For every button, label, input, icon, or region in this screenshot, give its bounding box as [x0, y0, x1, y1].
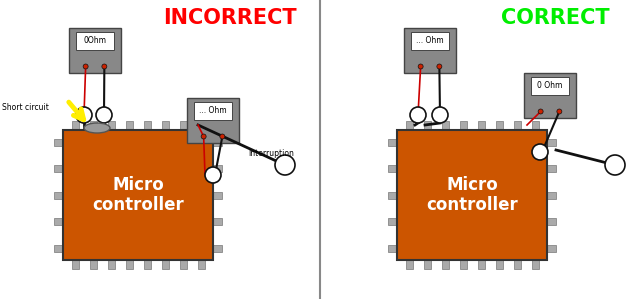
Bar	[54, 245, 63, 251]
Bar	[406, 260, 413, 269]
Bar	[424, 260, 431, 269]
Bar	[478, 121, 485, 130]
Ellipse shape	[84, 123, 110, 133]
Bar	[547, 191, 556, 199]
Bar	[126, 121, 133, 130]
Bar	[412, 31, 449, 51]
Bar	[424, 121, 431, 130]
Bar	[547, 138, 556, 146]
Bar	[531, 121, 538, 130]
Bar	[162, 260, 169, 269]
Bar	[213, 191, 222, 199]
Circle shape	[220, 134, 225, 139]
Circle shape	[410, 107, 426, 123]
Bar	[495, 260, 503, 269]
Circle shape	[538, 109, 543, 114]
Bar	[90, 260, 97, 269]
Circle shape	[96, 107, 112, 123]
Circle shape	[201, 134, 206, 139]
Bar	[54, 138, 63, 146]
Bar	[460, 121, 467, 130]
Bar	[126, 260, 133, 269]
Text: 0 Ohm: 0 Ohm	[537, 81, 563, 91]
Bar	[69, 28, 121, 72]
Text: ... Ohm: ... Ohm	[416, 36, 444, 45]
Bar	[478, 260, 485, 269]
Circle shape	[418, 64, 423, 69]
Bar	[495, 121, 503, 130]
Text: Micro
controller: Micro controller	[92, 176, 184, 214]
Bar	[76, 31, 113, 51]
Circle shape	[102, 64, 107, 69]
Text: INCORRECT: INCORRECT	[163, 8, 297, 28]
Text: CORRECT: CORRECT	[501, 8, 610, 28]
Bar	[194, 101, 231, 120]
Bar	[547, 165, 556, 172]
Circle shape	[437, 64, 442, 69]
Bar	[108, 121, 115, 130]
Circle shape	[275, 155, 295, 175]
Bar	[388, 245, 397, 251]
Bar	[460, 260, 467, 269]
Circle shape	[205, 167, 221, 183]
Bar	[213, 245, 222, 251]
Bar	[406, 121, 413, 130]
Bar	[213, 165, 222, 172]
Bar	[388, 165, 397, 172]
Text: Interruption: Interruption	[248, 150, 294, 158]
Circle shape	[605, 155, 625, 175]
Circle shape	[432, 107, 448, 123]
Bar	[72, 260, 78, 269]
Bar	[144, 260, 151, 269]
Bar	[197, 121, 204, 130]
Text: 0Ohm: 0Ohm	[83, 36, 106, 45]
Bar	[72, 121, 78, 130]
Bar	[187, 97, 239, 143]
Bar	[213, 138, 222, 146]
Text: ... Ohm: ... Ohm	[199, 106, 227, 115]
Bar	[179, 121, 187, 130]
Bar	[404, 28, 456, 72]
Bar	[524, 72, 576, 118]
Bar	[531, 260, 538, 269]
Bar	[90, 121, 97, 130]
Bar	[54, 218, 63, 225]
Bar	[144, 121, 151, 130]
Bar	[547, 218, 556, 225]
Text: Micro
controller: Micro controller	[426, 176, 518, 214]
Bar	[179, 260, 187, 269]
Circle shape	[83, 64, 88, 69]
Bar	[63, 130, 213, 260]
Bar	[197, 260, 204, 269]
Bar	[397, 130, 547, 260]
Bar	[513, 121, 520, 130]
Bar	[54, 165, 63, 172]
Bar	[547, 245, 556, 251]
Bar	[108, 260, 115, 269]
Circle shape	[76, 107, 92, 123]
Bar	[531, 77, 569, 95]
Bar	[388, 218, 397, 225]
Bar	[213, 218, 222, 225]
Bar	[442, 260, 449, 269]
Bar	[388, 138, 397, 146]
Bar	[513, 260, 520, 269]
Text: Short circuit: Short circuit	[2, 103, 49, 112]
Bar	[162, 121, 169, 130]
Bar	[54, 191, 63, 199]
Bar	[388, 191, 397, 199]
Circle shape	[557, 109, 562, 114]
Bar	[442, 121, 449, 130]
Circle shape	[532, 144, 548, 160]
